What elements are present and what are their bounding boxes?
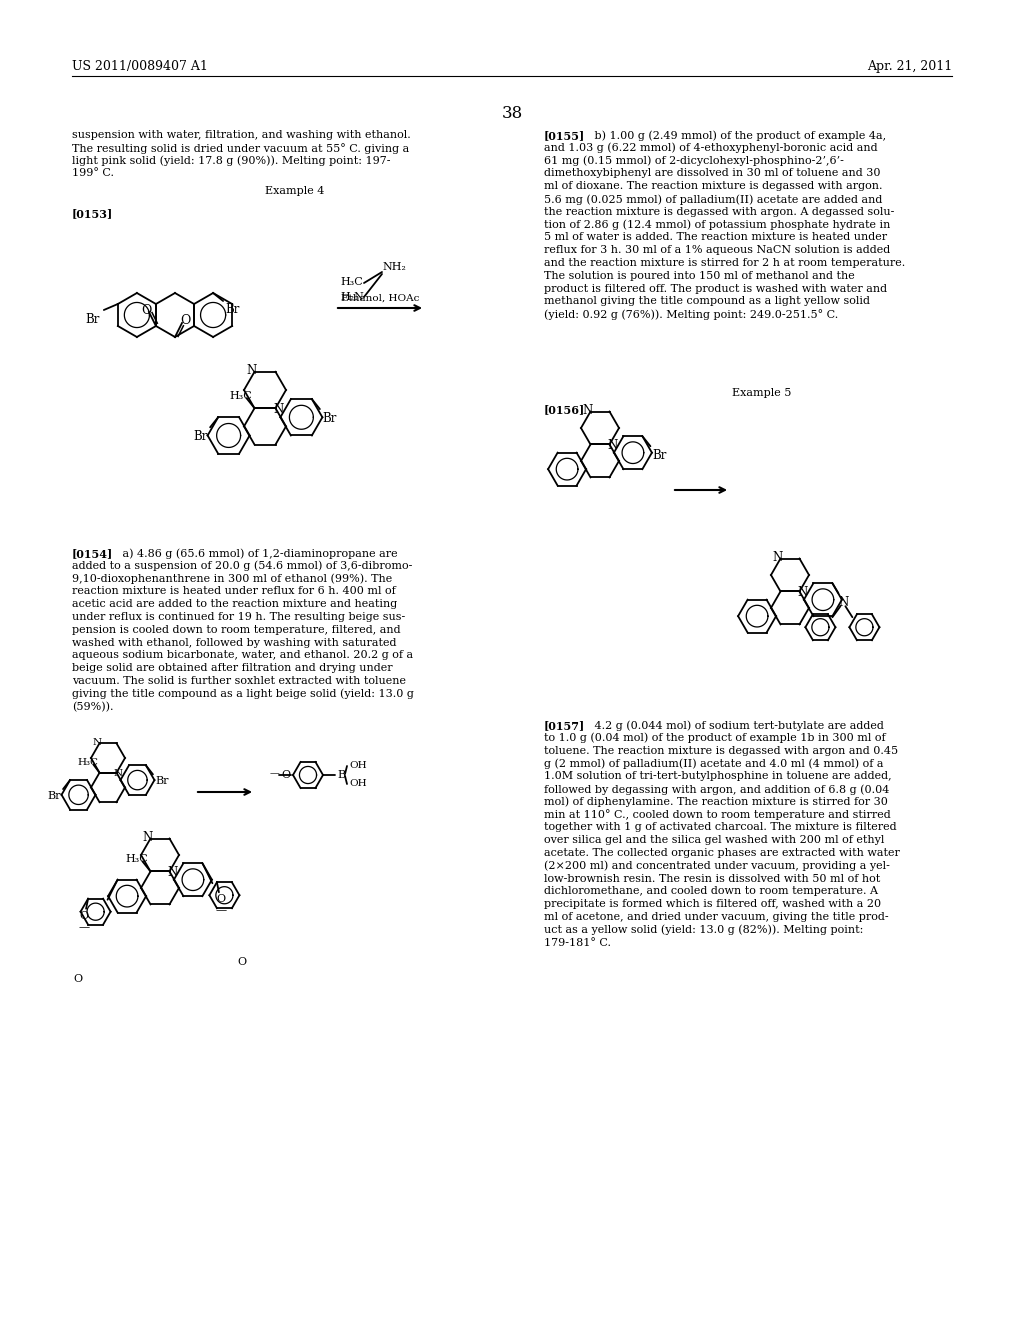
Text: ml of dioxane. The reaction mixture is degassed with argon.: ml of dioxane. The reaction mixture is d…	[544, 181, 883, 191]
Text: precipitate is formed which is filtered off, washed with a 20: precipitate is formed which is filtered …	[544, 899, 881, 909]
Text: NH₂: NH₂	[382, 261, 406, 272]
Text: beige solid are obtained after filtration and drying under: beige solid are obtained after filtratio…	[72, 663, 392, 673]
Text: [0153]: [0153]	[72, 209, 114, 219]
Text: together with 1 g of activated charcoal. The mixture is filtered: together with 1 g of activated charcoal.…	[544, 822, 897, 833]
Text: 1.0M solution of tri-tert-butylphosphine in toluene are added,: 1.0M solution of tri-tert-butylphosphine…	[544, 771, 892, 781]
Text: uct as a yellow solid (yield: 13.0 g (82%)). Melting point:: uct as a yellow solid (yield: 13.0 g (82…	[544, 925, 863, 936]
Text: Example 5: Example 5	[732, 388, 792, 399]
Text: N: N	[583, 404, 593, 417]
Text: mol) of diphenylamine. The reaction mixture is stirred for 30: mol) of diphenylamine. The reaction mixt…	[544, 797, 888, 808]
Text: product is filtered off. The product is washed with water and: product is filtered off. The product is …	[544, 284, 887, 293]
Text: added to a suspension of 20.0 g (54.6 mmol) of 3,6-dibromo-: added to a suspension of 20.0 g (54.6 mm…	[72, 561, 413, 572]
Text: N: N	[167, 866, 177, 879]
Text: and 1.03 g (6.22 mmol) of 4-ethoxyphenyl-boronic acid and: and 1.03 g (6.22 mmol) of 4-ethoxyphenyl…	[544, 143, 878, 153]
Text: 199° C.: 199° C.	[72, 169, 114, 178]
Text: N: N	[798, 586, 808, 599]
Text: giving the title compound as a light beige solid (yield: 13.0 g: giving the title compound as a light bei…	[72, 689, 414, 700]
Text: 61 mg (0.15 mmol) of 2-dicyclohexyl-phosphino-2’,6’-: 61 mg (0.15 mmol) of 2-dicyclohexyl-phos…	[544, 156, 844, 166]
Text: (yield: 0.92 g (76%)). Melting point: 249.0-251.5° C.: (yield: 0.92 g (76%)). Melting point: 24…	[544, 309, 839, 319]
Text: (2×200 ml) and concentrated under vacuum, providing a yel-: (2×200 ml) and concentrated under vacuum…	[544, 861, 890, 871]
Text: reflux for 3 h. 30 ml of a 1% aqueous NaCN solution is added: reflux for 3 h. 30 ml of a 1% aqueous Na…	[544, 246, 890, 255]
Text: —: —	[269, 770, 279, 779]
Text: Ethanol, HOAc: Ethanol, HOAc	[341, 294, 419, 304]
Text: The resulting solid is dried under vacuum at 55° C. giving a: The resulting solid is dried under vacuu…	[72, 143, 410, 153]
Text: 5.6 mg (0.025 mmol) of palladium(II) acetate are added and: 5.6 mg (0.025 mmol) of palladium(II) ace…	[544, 194, 883, 205]
Text: [0154]: [0154]	[72, 548, 114, 558]
Text: g (2 mmol) of palladium(II) acetate and 4.0 ml (4 mmol) of a: g (2 mmol) of palladium(II) acetate and …	[544, 759, 884, 770]
Text: H₃C: H₃C	[340, 277, 362, 286]
Text: N: N	[839, 595, 849, 609]
Text: followed by degassing with argon, and addition of 6.8 g (0.04: followed by degassing with argon, and ad…	[544, 784, 890, 795]
Text: light pink solid (yield: 17.8 g (90%)). Melting point: 197-: light pink solid (yield: 17.8 g (90%)). …	[72, 156, 390, 166]
Text: Br: Br	[47, 791, 61, 801]
Text: N: N	[93, 738, 102, 747]
Text: 38: 38	[502, 106, 522, 121]
Text: O: O	[73, 974, 82, 983]
Text: over silica gel and the silica gel washed with 200 ml of ethyl: over silica gel and the silica gel washe…	[544, 836, 885, 845]
Text: 179-181° C.: 179-181° C.	[544, 937, 611, 948]
Text: tion of 2.86 g (12.4 mmol) of potassium phosphate hydrate in: tion of 2.86 g (12.4 mmol) of potassium …	[544, 219, 891, 230]
Text: O: O	[140, 304, 152, 317]
Text: low-brownish resin. The resin is dissolved with 50 ml of hot: low-brownish resin. The resin is dissolv…	[544, 874, 881, 883]
Text: O: O	[180, 314, 190, 327]
Text: N: N	[142, 832, 153, 843]
Text: acetic acid are added to the reaction mixture and heating: acetic acid are added to the reaction mi…	[72, 599, 397, 610]
Text: and the reaction mixture is stirred for 2 h at room temperature.: and the reaction mixture is stirred for …	[544, 257, 905, 268]
Text: toluene. The reaction mixture is degassed with argon and 0.45: toluene. The reaction mixture is degasse…	[544, 746, 898, 755]
Text: N: N	[114, 770, 123, 779]
Text: 4.2 g (0.044 mol) of sodium tert-butylate are added: 4.2 g (0.044 mol) of sodium tert-butylat…	[584, 719, 884, 730]
Text: O: O	[216, 894, 225, 904]
Text: N: N	[772, 550, 782, 564]
Text: dichloromethane, and cooled down to room temperature. A: dichloromethane, and cooled down to room…	[544, 887, 878, 896]
Text: acetate. The collected organic phases are extracted with water: acetate. The collected organic phases ar…	[544, 847, 900, 858]
Text: under reflux is continued for 19 h. The resulting beige sus-: under reflux is continued for 19 h. The …	[72, 612, 406, 622]
Text: —: —	[215, 906, 226, 915]
Text: Br: Br	[155, 776, 168, 787]
Text: methanol giving the title compound as a light yellow solid: methanol giving the title compound as a …	[544, 297, 870, 306]
Text: vacuum. The solid is further soxhlet extracted with toluene: vacuum. The solid is further soxhlet ext…	[72, 676, 406, 686]
Text: (59%)).: (59%)).	[72, 702, 114, 711]
Text: b) 1.00 g (2.49 mmol) of the product of example 4a,: b) 1.00 g (2.49 mmol) of the product of …	[584, 129, 886, 140]
Text: H₂N: H₂N	[340, 292, 364, 302]
Text: [0157]: [0157]	[544, 719, 586, 731]
Text: H₃C: H₃C	[78, 758, 98, 767]
Text: Br: Br	[225, 304, 240, 315]
Text: [0155]: [0155]	[544, 129, 586, 141]
Text: O: O	[282, 770, 291, 780]
Text: N: N	[607, 440, 617, 451]
Text: N: N	[273, 403, 284, 416]
Text: Example 4: Example 4	[265, 186, 325, 197]
Text: OH: OH	[349, 762, 367, 771]
Text: pension is cooled down to room temperature, filtered, and: pension is cooled down to room temperatu…	[72, 624, 400, 635]
Text: suspension with water, filtration, and washing with ethanol.: suspension with water, filtration, and w…	[72, 129, 411, 140]
Text: 5 ml of water is added. The reaction mixture is heated under: 5 ml of water is added. The reaction mix…	[544, 232, 887, 243]
Text: H₃C: H₃C	[229, 391, 253, 401]
Text: 9,10-dioxophenanthrene in 300 ml of ethanol (99%). The: 9,10-dioxophenanthrene in 300 ml of etha…	[72, 574, 392, 585]
Text: a) 4.86 g (65.6 mmol) of 1,2-diaminopropane are: a) 4.86 g (65.6 mmol) of 1,2-diaminoprop…	[112, 548, 397, 558]
Text: ml of acetone, and dried under vacuum, giving the title prod-: ml of acetone, and dried under vacuum, g…	[544, 912, 889, 921]
Text: reaction mixture is heated under reflux for 6 h. 400 ml of: reaction mixture is heated under reflux …	[72, 586, 395, 597]
Text: The solution is poured into 150 ml of methanol and the: The solution is poured into 150 ml of me…	[544, 271, 855, 281]
Text: the reaction mixture is degassed with argon. A degassed solu-: the reaction mixture is degassed with ar…	[544, 207, 894, 216]
Text: dimethoxybiphenyl are dissolved in 30 ml of toluene and 30: dimethoxybiphenyl are dissolved in 30 ml…	[544, 169, 881, 178]
Text: OH: OH	[349, 780, 367, 788]
Text: Br: Br	[322, 412, 336, 425]
Text: washed with ethanol, followed by washing with saturated: washed with ethanol, followed by washing…	[72, 638, 396, 648]
Text: H₃C: H₃C	[126, 854, 148, 865]
Text: O: O	[80, 911, 89, 920]
Text: Br: Br	[194, 430, 208, 444]
Text: B: B	[337, 770, 345, 780]
Text: —: —	[79, 921, 90, 932]
Text: Br: Br	[85, 313, 100, 326]
Text: Apr. 21, 2011: Apr. 21, 2011	[866, 59, 952, 73]
Text: Br: Br	[652, 449, 667, 462]
Text: to 1.0 g (0.04 mol) of the product of example 1b in 300 ml of: to 1.0 g (0.04 mol) of the product of ex…	[544, 733, 886, 743]
Text: min at 110° C., cooled down to room temperature and stirred: min at 110° C., cooled down to room temp…	[544, 809, 891, 821]
Text: aqueous sodium bicarbonate, water, and ethanol. 20.2 g of a: aqueous sodium bicarbonate, water, and e…	[72, 651, 413, 660]
Text: O: O	[238, 957, 247, 968]
Text: N: N	[247, 364, 257, 378]
Text: US 2011/0089407 A1: US 2011/0089407 A1	[72, 59, 208, 73]
Text: [0156]: [0156]	[544, 404, 586, 414]
